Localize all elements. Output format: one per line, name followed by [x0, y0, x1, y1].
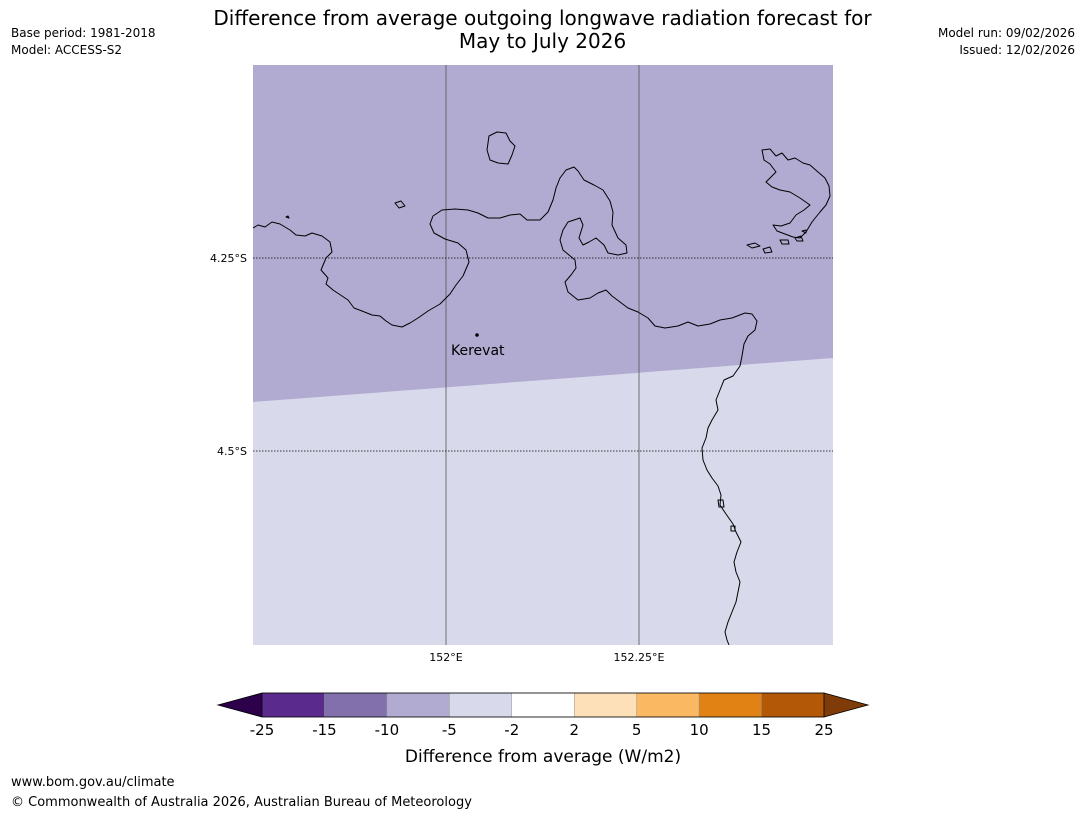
- colorbar-tick-label: 10: [690, 721, 709, 739]
- title-line-2: May to July 2026: [458, 29, 627, 53]
- north-anomaly-region: [253, 65, 833, 402]
- chart-title: Difference from average outgoing longwav…: [0, 7, 1085, 53]
- coastline-east-island: [761, 148, 831, 239]
- coastline-islet-west: [394, 200, 406, 209]
- kerevat-marker: [475, 333, 479, 337]
- colorbar-box: [386, 692, 450, 718]
- colorbar-tick-label: -25: [250, 721, 275, 739]
- colorbar-extend-low-outline: [216, 692, 263, 718]
- coastline-east-islet-2: [762, 246, 773, 254]
- footer-copyright: © Commonwealth of Australia 2026, Austra…: [11, 795, 472, 810]
- header-right-info: Model run: 09/02/2026 Issued: 12/02/2026: [938, 25, 1075, 59]
- colorbar-tick-label: -15: [312, 721, 337, 739]
- colorbar-tick-label: -2: [504, 721, 519, 739]
- coastline-east-islet-4: [794, 235, 804, 242]
- lat-label-4-25S: 4.25°S: [210, 252, 247, 265]
- header-left-info: Base period: 1981-2018 Model: ACCESS-S2: [11, 25, 156, 59]
- colorbar-tick-label: 25: [814, 721, 833, 739]
- colorbar: -25 -15 -10 -5 -2 2 5 10 15 25 Difference from av…: [216, 692, 870, 767]
- base-period-text: Base period: 1981-2018: [11, 26, 156, 40]
- coastline-islet-dot: [285, 215, 290, 219]
- colorbar-tick-label: 5: [632, 721, 642, 739]
- map-panel: Kerevat: [253, 65, 833, 645]
- colorbar-outline: [261, 692, 825, 718]
- colorbar-box: [636, 692, 700, 718]
- colorbar-extend-high: [824, 693, 868, 717]
- colorbar-box: [511, 692, 575, 718]
- colorbar-tick-label: 2: [569, 721, 579, 739]
- coastline: [253, 131, 831, 645]
- model-text: Model: ACCESS-S2: [11, 43, 123, 57]
- issued-text: Issued: 12/02/2026: [959, 43, 1075, 57]
- colorbar-label: Difference from average (W/m2): [405, 747, 681, 767]
- colorbar-tick-label: 15: [752, 721, 771, 739]
- title-line-1: Difference from average outgoing longwav…: [213, 6, 872, 30]
- colorbar-box: [574, 692, 637, 718]
- colorbar-extend-high-outline: [823, 692, 870, 718]
- colorbar-tick-label: -10: [375, 721, 400, 739]
- colorbar-box: [761, 692, 825, 718]
- footer-url[interactable]: www.bom.gov.au/climate: [11, 775, 175, 790]
- colorbar-box: [324, 692, 388, 718]
- lon-label-152-25E: 152.25°E: [614, 651, 665, 664]
- colorbar-tick-label: -5: [442, 721, 457, 739]
- coastline-east-islet-5: [801, 229, 807, 234]
- colorbar-box: [449, 692, 512, 718]
- colorbar-box: [698, 692, 762, 718]
- lon-label-152E: 152°E: [429, 651, 462, 664]
- coastline-north-island: [486, 131, 516, 165]
- model-run-text: Model run: 09/02/2026: [937, 26, 1075, 40]
- kerevat-label: Kerevat: [451, 343, 505, 359]
- coastline-shore-islet-2: [730, 525, 736, 532]
- coastline-main: [253, 166, 758, 645]
- coastline-east-islet-1: [746, 242, 761, 249]
- coastline-east-islet-3: [779, 239, 790, 245]
- coastline-shore-islet-1: [717, 499, 725, 508]
- colorbar-extend-low: [218, 693, 262, 717]
- lat-label-4-5S: 4.5°S: [217, 445, 247, 458]
- colorbar-box: [261, 692, 325, 718]
